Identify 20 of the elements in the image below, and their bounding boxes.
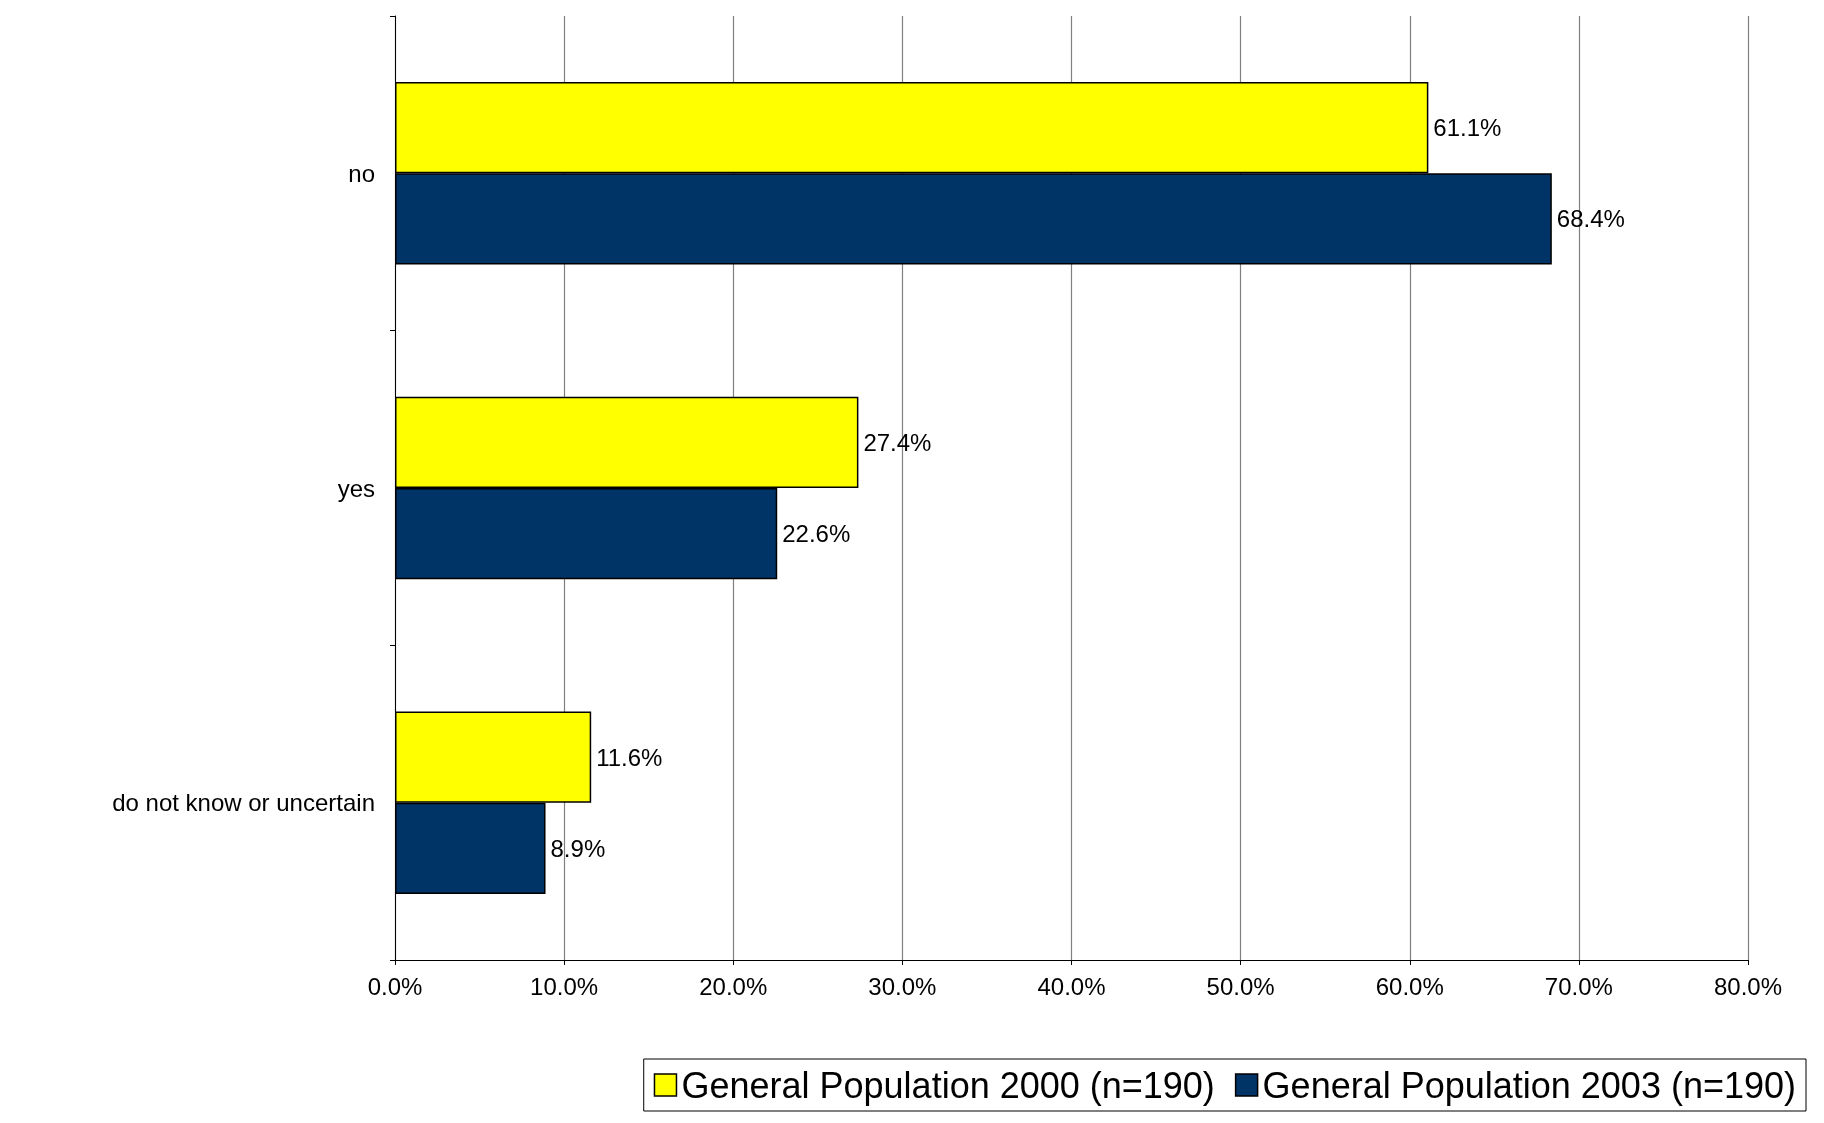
x-tick-label: 60.0% <box>1375 972 1444 1000</box>
data-label: 8.9% <box>550 834 606 862</box>
legend-label: General Population 2003 (n=190) <box>1262 1064 1796 1106</box>
x-tick-label: 10.0% <box>530 972 599 1000</box>
y-tick-label: yes <box>337 474 375 502</box>
data-label: 61.1% <box>1433 114 1502 142</box>
x-tick-label: 50.0% <box>1206 972 1275 1000</box>
x-tick-label: 40.0% <box>1037 972 1106 1000</box>
x-tick-label: 0.0% <box>367 972 423 1000</box>
x-tick-label: 70.0% <box>1544 972 1613 1000</box>
legend-label: General Population 2000 (n=190) <box>681 1064 1215 1106</box>
data-label: 11.6% <box>596 743 663 771</box>
x-tick-label: 20.0% <box>699 972 768 1000</box>
y-tick-label: no <box>348 159 375 187</box>
data-label: 22.6% <box>782 520 851 548</box>
data-label: 27.4% <box>863 428 932 456</box>
data-label: 68.4% <box>1556 205 1625 233</box>
y-tick-label: do not know or uncertain <box>112 789 375 817</box>
x-tick-label: 80.0% <box>1713 972 1783 1000</box>
x-tick-label: 30.0% <box>868 972 937 1000</box>
